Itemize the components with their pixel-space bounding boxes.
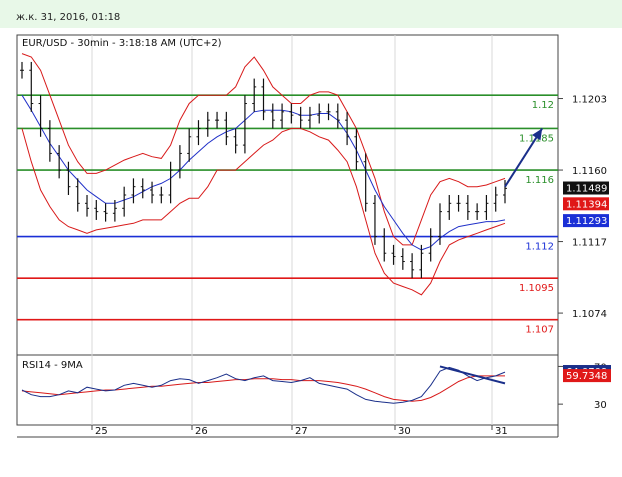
price-badge [563, 214, 609, 228]
price-badge [563, 181, 609, 195]
price-bars [20, 61, 507, 279]
rsi-tick-label: 30 [594, 400, 607, 411]
rsi-pane-border [16, 354, 559, 426]
lower-band-line [21, 128, 506, 296]
axes-labels: 25 26 27 30 31 1.1203 1.1160 1.1117 1.1074 [91, 95, 607, 437]
price-badge-label: 1.11394 [566, 199, 607, 210]
rsi-indicator: 703064.070959.7348 [21, 362, 611, 411]
rsi-badge [563, 369, 611, 383]
level-label: 1.116 [525, 175, 554, 186]
main-pane-border [16, 34, 559, 356]
vertical-gridlines [91, 35, 493, 425]
x-tick-label: 25 [95, 426, 108, 437]
price-badge-label: 1.11489 [566, 184, 607, 195]
projection-arrow-head [532, 128, 543, 141]
annotations: 1.11489 1.11394 1.11293 [504, 127, 609, 228]
y-tick-label: 1.1160 [572, 166, 607, 177]
x-tick-label: 27 [295, 426, 308, 437]
timestamp: ж.к. 31, 2016, 01:18 [16, 12, 121, 23]
chart-title: EUR/USD - 30min - 3:18:18 AM (UTC+2) [22, 38, 222, 49]
level-label: 1.112 [525, 242, 554, 253]
level-label: 1.1095 [519, 283, 554, 294]
rsi-line [21, 366, 506, 404]
y-tick-label: 1.1074 [572, 309, 607, 320]
x-tick-label: 26 [195, 426, 208, 437]
y-tick-label: 1.1117 [572, 238, 607, 249]
rsi-label: RSI14 - 9MA [22, 360, 83, 371]
price-badge-label: 1.11293 [566, 216, 607, 227]
x-tick-label: 31 [495, 426, 508, 437]
level-label: 1.107 [525, 325, 554, 336]
rsi-divergence-line [439, 365, 506, 385]
upper-band-line [21, 53, 506, 246]
price-badge [563, 197, 609, 211]
y-tick-label: 1.1203 [572, 95, 607, 106]
rsi-badge-label: 59.7348 [566, 371, 607, 382]
x-tick-label: 30 [398, 426, 411, 437]
top-bar: ж.к. 31, 2016, 01:18 [0, 0, 622, 28]
level-label: 1.12 [532, 100, 554, 111]
projection-arrow-line [504, 127, 543, 188]
